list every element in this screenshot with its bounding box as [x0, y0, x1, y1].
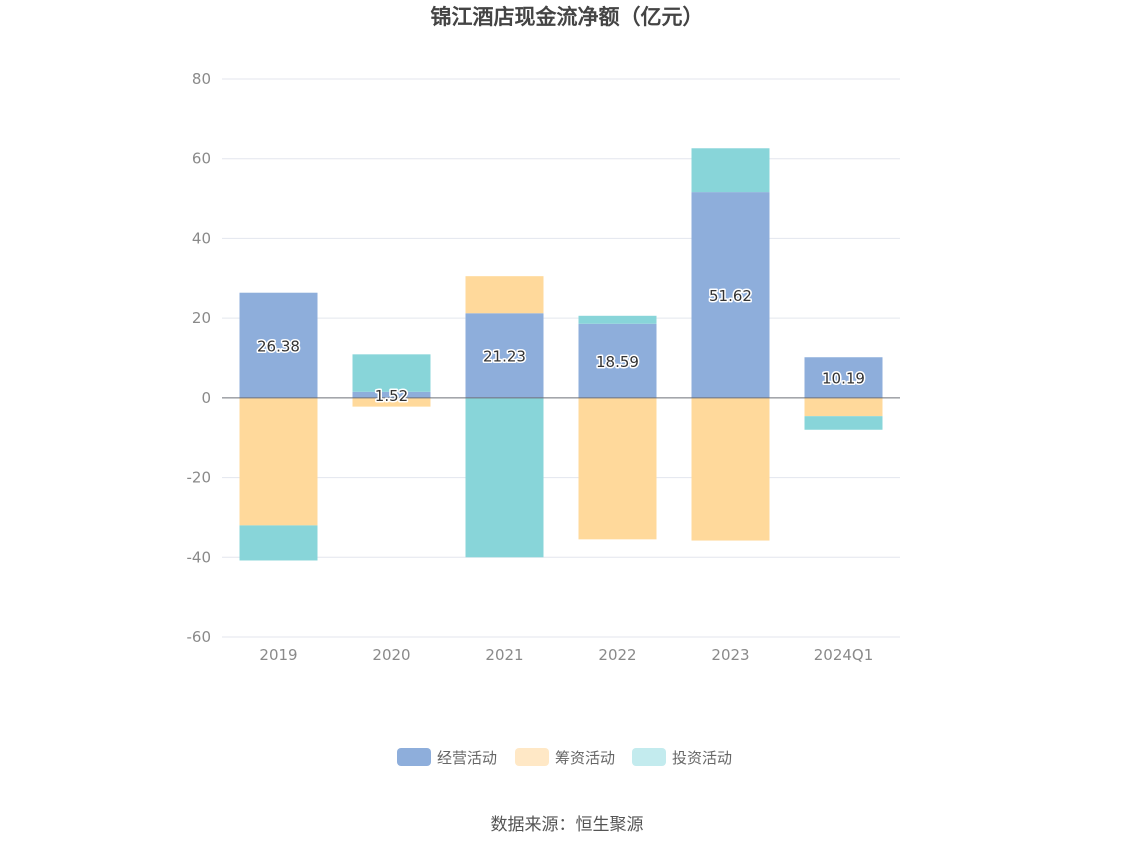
bar-investing-2021[interactable] — [465, 397, 544, 558]
legend-label-investing: 投资活动 — [672, 749, 732, 767]
legend-item-operating[interactable]: 经营活动 — [397, 748, 497, 767]
x-tick-label: 2023 — [711, 646, 749, 664]
bar-operating-2023[interactable] — [691, 192, 770, 398]
legend-label-operating: 经营活动 — [437, 749, 497, 767]
bar-operating-2019[interactable] — [239, 292, 318, 398]
y-tick-label: 80 — [192, 70, 211, 88]
legend-swatch-operating — [397, 748, 431, 766]
y-tick-label: 60 — [192, 150, 211, 168]
x-tick-label: 2021 — [485, 646, 523, 664]
x-tick-label: 2020 — [372, 646, 410, 664]
bar-financing-2019[interactable] — [239, 397, 318, 526]
bar-investing-2020[interactable] — [352, 354, 431, 392]
bar-financing-2024Q1[interactable] — [804, 397, 883, 417]
gridlines — [222, 78, 900, 638]
legend-label-financing: 筹资活动 — [555, 749, 615, 767]
legend-swatch-financing — [515, 748, 549, 766]
bar-investing-2019[interactable] — [239, 525, 318, 561]
chart-title: 锦江酒店现金流净额（亿元） — [431, 5, 704, 29]
y-tick-label: 20 — [192, 309, 211, 327]
bar-operating-2024Q1[interactable] — [804, 357, 883, 398]
legend-item-investing[interactable]: 投资活动 — [632, 748, 732, 767]
source-note: 数据来源：恒生聚源 — [491, 815, 644, 835]
data-label-operating: 10.19 — [822, 370, 865, 388]
bar-operating-2021[interactable] — [465, 313, 544, 398]
bar-investing-2023[interactable] — [691, 148, 770, 193]
bar-investing-2022[interactable] — [578, 315, 657, 324]
x-tick-label: 2019 — [259, 646, 297, 664]
data-label-operating: 51.62 — [709, 287, 752, 305]
legend: 经营活动 筹资活动 投资活动 — [397, 748, 732, 767]
legend-swatch-investing — [632, 748, 666, 766]
data-label-operating: 1.52 — [375, 387, 408, 405]
y-tick-label: -60 — [187, 628, 212, 646]
x-axis-ticks: 2019 2020 2021 2022 2023 2024Q1 — [259, 646, 873, 664]
bar-operating-2020[interactable] — [352, 391, 431, 398]
data-label-operating: 18.59 — [596, 353, 639, 371]
x-tick-label: 2024Q1 — [814, 646, 874, 664]
bar-investing-2024Q1[interactable] — [804, 416, 883, 430]
x-tick-label: 2022 — [598, 646, 636, 664]
data-labels: 26.38 1.52 21.23 18.59 51.62 10.19 — [256, 285, 867, 406]
y-axis-ticks: 80 60 40 20 0 -20 -40 -60 — [187, 70, 212, 646]
bar-operating-2022[interactable] — [578, 323, 657, 398]
y-tick-label: -20 — [187, 469, 212, 487]
bars — [239, 148, 883, 561]
y-tick-label: -40 — [187, 548, 212, 566]
bar-financing-2021[interactable] — [465, 276, 544, 314]
bar-financing-2020[interactable] — [352, 397, 431, 407]
y-tick-label: 0 — [201, 389, 211, 407]
data-label-operating: 21.23 — [483, 348, 526, 366]
legend-item-financing[interactable]: 筹资活动 — [515, 748, 615, 767]
bar-financing-2023[interactable] — [691, 397, 770, 541]
bar-financing-2022[interactable] — [578, 397, 657, 540]
y-tick-label: 40 — [192, 229, 211, 247]
data-label-operating: 26.38 — [257, 337, 300, 355]
